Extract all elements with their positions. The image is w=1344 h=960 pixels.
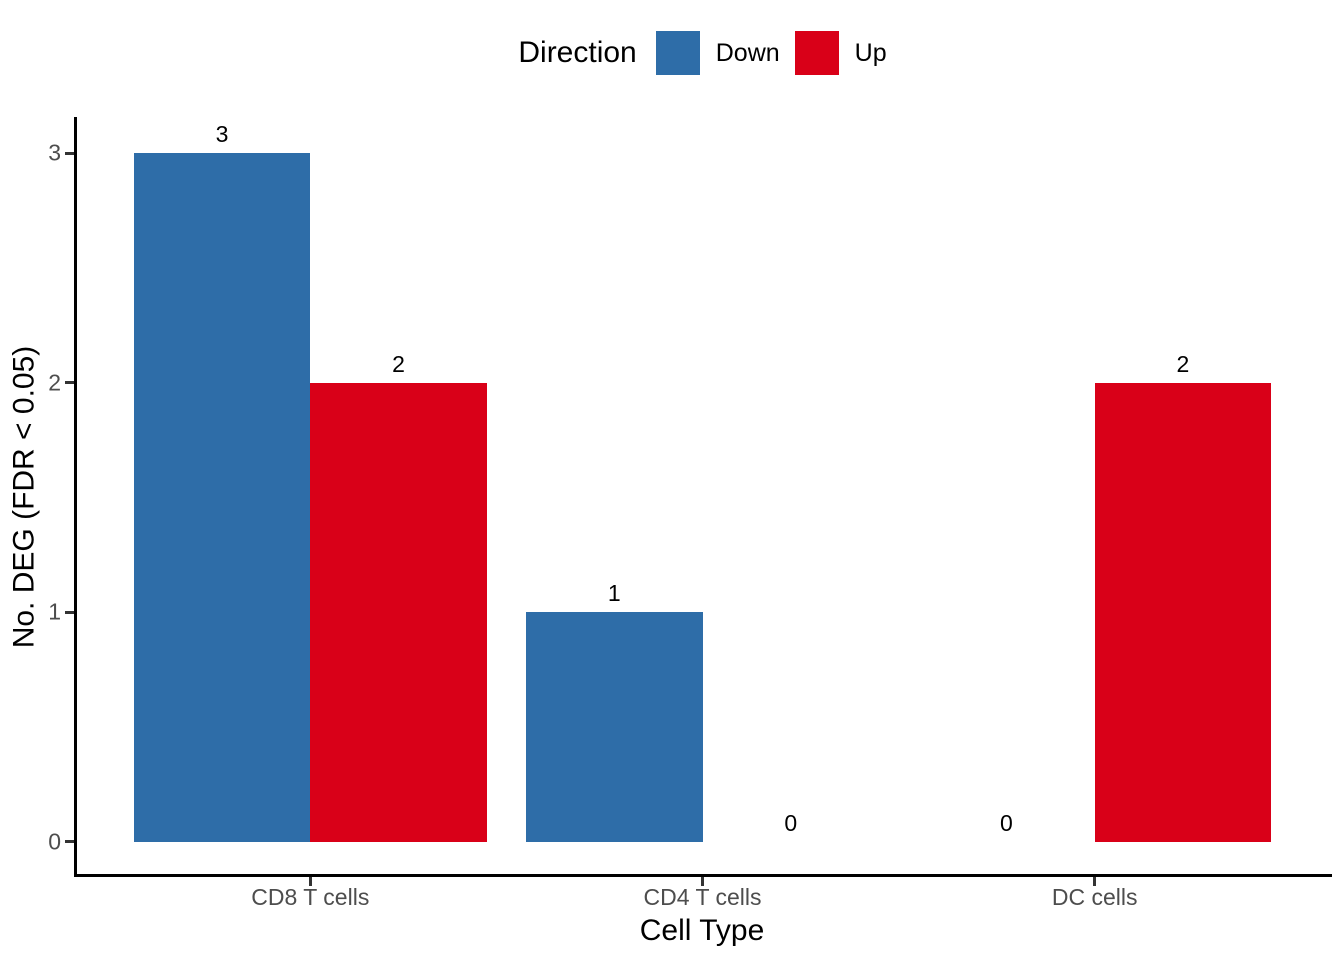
bar-value-label-down-3: 0 [1000, 809, 1013, 836]
y-tick-mark [64, 151, 74, 155]
bar-value-label-up-3: 2 [1176, 350, 1190, 377]
bar-value-label-down-2: 1 [607, 580, 621, 606]
y-tick-mark [64, 610, 74, 614]
x-tick-label-3: DC cells [1051, 884, 1138, 910]
bar-up-3 [1094, 382, 1272, 842]
x-tick-mark [1093, 877, 1097, 886]
legend-label-up: Up [854, 38, 887, 67]
legend: Direction Down Up [75, 30, 1330, 76]
x-tick-mark [308, 877, 312, 886]
y-tick-mark [64, 381, 74, 384]
y-tick-label: 0 [48, 828, 61, 854]
x-tick-mark [701, 877, 704, 886]
y-axis-line [73, 117, 77, 877]
x-axis-line [73, 874, 1332, 877]
legend-title: Direction [518, 36, 637, 69]
bar-value-label-up-2: 0 [784, 809, 798, 836]
y-tick-label: 2 [48, 369, 61, 395]
y-tick-label: 3 [48, 139, 61, 166]
bar-down-1 [133, 153, 311, 842]
legend-key-up-swatch [794, 31, 839, 75]
bar-up-1 [310, 382, 487, 842]
legend-item-down: Down [655, 31, 780, 75]
y-tick-label: 1 [48, 598, 61, 625]
x-tick-label-2: CD4 T cells [643, 884, 762, 910]
bar-down-2 [526, 612, 703, 842]
x-tick-label-1: CD8 T cells [251, 884, 370, 910]
legend-item-up: Up [794, 31, 887, 75]
bar-value-label-down-1: 3 [215, 121, 229, 147]
x-axis-title: Cell Type [639, 914, 765, 947]
legend-key-down-swatch [655, 31, 700, 75]
y-tick-mark [64, 840, 74, 843]
bar-value-label-up-1: 2 [392, 350, 405, 377]
legend-label-down: Down [715, 38, 780, 67]
